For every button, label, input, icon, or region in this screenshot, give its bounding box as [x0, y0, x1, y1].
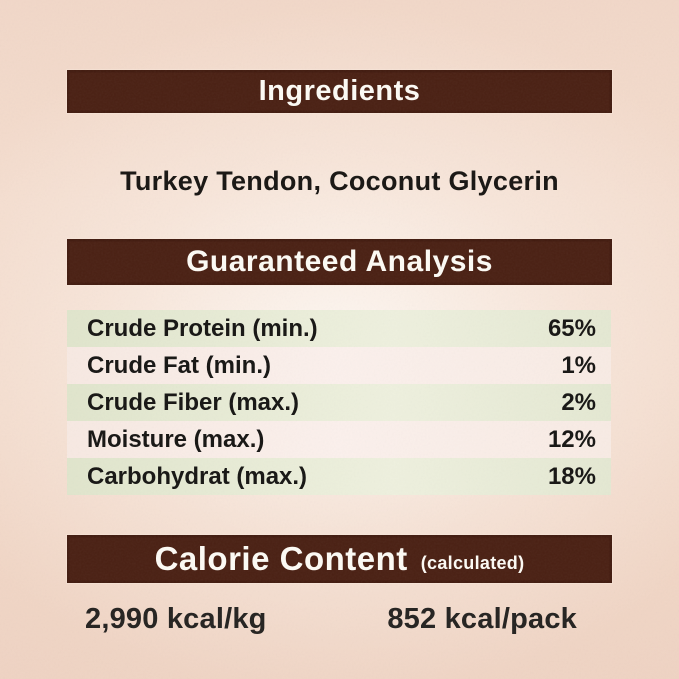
calorie-content-header-title: Calorie Content	[154, 540, 408, 577]
analysis-row-label: Crude Fiber (max.)	[87, 388, 300, 416]
analysis-row-crude-fiber: Crude Fiber (max.) 2%	[67, 384, 611, 421]
calorie-per-kg-value: 2,990 kcal/kg	[85, 603, 267, 635]
analysis-row-label: Moisture (max.)	[87, 425, 265, 453]
calorie-content-calculated-note: (calculated)	[420, 552, 525, 573]
ingredients-header-banner: Ingredients	[67, 70, 612, 113]
analysis-row-label: Crude Protein (min.)	[87, 314, 318, 342]
guaranteed-analysis-header-title: Guaranteed Analysis	[186, 245, 493, 278]
analysis-row-carbohydrat: Carbohydrat (max.) 18%	[67, 458, 611, 495]
analysis-row-value: 2%	[561, 388, 596, 416]
analysis-row-value: 18%	[547, 462, 596, 490]
analysis-row-value: 1%	[561, 351, 596, 379]
analysis-row-moisture: Moisture (max.) 12%	[67, 421, 611, 458]
ingredients-header-title: Ingredients	[258, 75, 421, 107]
calorie-values-row: 2,990 kcal/kg 852 kcal/pack	[0, 603, 679, 636]
analysis-row-label: Carbohydrat (max.)	[87, 462, 308, 490]
guaranteed-analysis-header-banner: Guaranteed Analysis	[67, 239, 612, 285]
calorie-per-pack-value: 852 kcal/pack	[387, 603, 577, 635]
calorie-content-header-banner: Calorie Content (calculated)	[67, 535, 612, 583]
analysis-row-crude-protein: Crude Protein (min.) 65%	[67, 310, 611, 347]
analysis-row-value: 12%	[547, 425, 596, 453]
analysis-row-label: Crude Fat (min.)	[87, 351, 271, 379]
guaranteed-analysis-table: Crude Protein (min.) 65% Crude Fat (min.…	[67, 310, 611, 495]
ingredients-list-text: Turkey Tendon, Coconut Glycerin	[120, 166, 559, 196]
analysis-row-value: 65%	[547, 314, 596, 342]
analysis-row-crude-fat: Crude Fat (min.) 1%	[67, 347, 611, 384]
